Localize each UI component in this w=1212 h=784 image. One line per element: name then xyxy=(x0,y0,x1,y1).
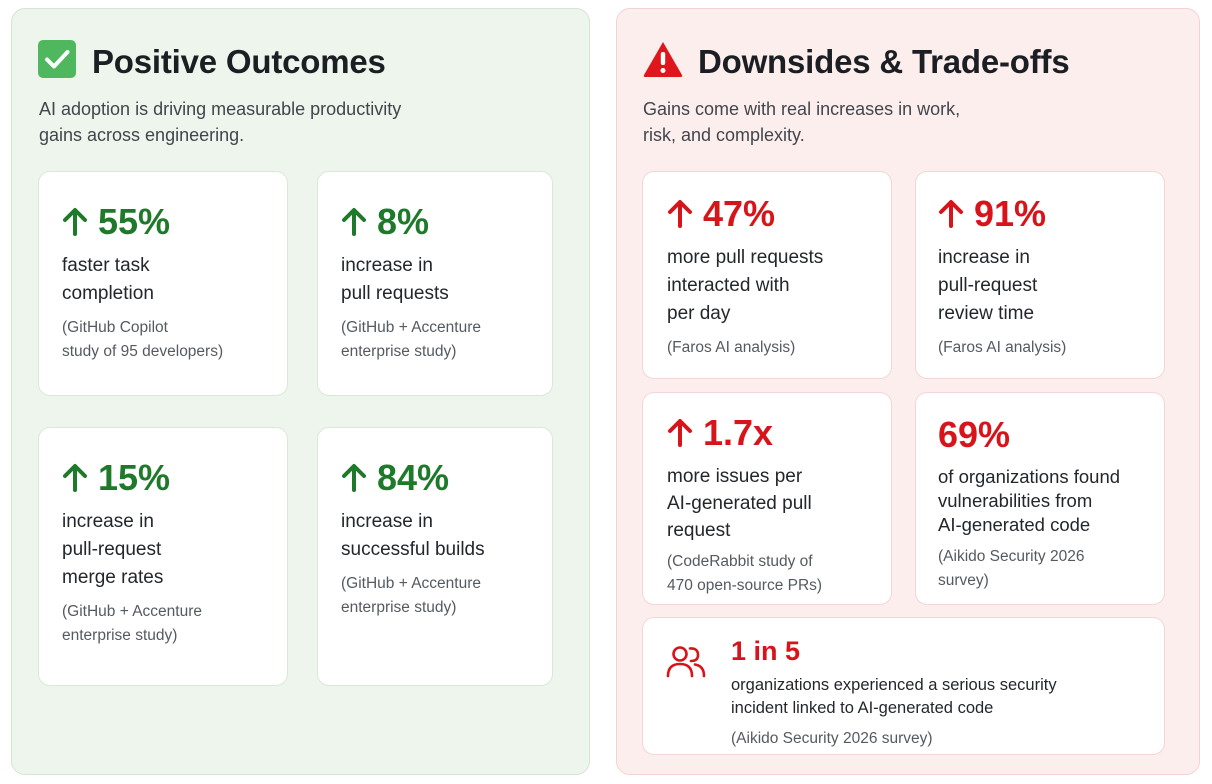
arrow-up-icon xyxy=(63,464,87,492)
people-icon xyxy=(665,644,707,685)
arrow-up-icon xyxy=(939,200,963,228)
stat-source: (GitHub + Accenture enterprise study) xyxy=(341,319,481,360)
arrow-up-icon xyxy=(63,208,87,236)
stat-metric: 8% xyxy=(341,202,481,242)
stat-card-task-completion: 55% faster task completion (GitHub Copil… xyxy=(38,171,288,396)
stat-source: (Aikido Security 2026 survey) xyxy=(938,548,1085,589)
stat-description: increase in successful builds xyxy=(341,511,485,560)
stat-description: increase in pull-request review time xyxy=(938,247,1038,324)
positive-outcomes-subtitle: AI adoption is driving measurable produc… xyxy=(39,99,402,145)
stat-source: (Faros AI analysis) xyxy=(667,339,796,356)
stat-metric: 91% xyxy=(938,194,1066,234)
stat-description: organizations experienced a serious secu… xyxy=(731,676,1057,717)
downsides-subtitle: Gains come with real increases in work, … xyxy=(643,99,961,145)
stat-metric: 84% xyxy=(341,458,485,498)
stat-source: (GitHub Copilot study of 95 developers) xyxy=(62,319,224,360)
stat-description: increase in pull-request merge rates xyxy=(62,511,164,588)
downsides-header: Downsides & Trade-offs xyxy=(642,40,1070,83)
stat-card-merge-rates: 15% increase in pull-request merge rates… xyxy=(38,427,288,686)
arrow-up-icon xyxy=(668,200,692,228)
stat-source: (CodeRabbit study of 470 open-source PRs… xyxy=(667,553,823,594)
stat-description: more pull requests interacted with per d… xyxy=(667,247,824,324)
stat-description: of organizations found vulnerabilities f… xyxy=(938,466,1121,535)
stat-description: more issues per AI-generated pull reques… xyxy=(667,466,812,541)
stat-metric: 69% xyxy=(938,414,1011,455)
warning-triangle-icon xyxy=(642,40,684,83)
arrow-up-icon xyxy=(342,208,366,236)
stat-source: (GitHub + Accenture enterprise study) xyxy=(341,575,481,616)
stat-metric: 47% xyxy=(667,194,823,234)
check-box-icon xyxy=(38,40,76,83)
stat-card-pull-requests: 8% increase in pull requests (GitHub + A… xyxy=(317,171,553,396)
stat-source: (GitHub + Accenture enterprise study) xyxy=(62,603,202,644)
stat-card-issues-per-pr: 1.7x more issues per AI-generated pull r… xyxy=(642,392,892,605)
stat-card-pr-interactions: 47% more pull requests interacted with p… xyxy=(642,171,892,379)
stat-source: (Aikido Security 2026 survey) xyxy=(731,730,933,747)
stat-metric: 55% xyxy=(62,202,223,242)
stat-card-vulnerabilities: 69% of organizations found vulnerabiliti… xyxy=(915,392,1165,605)
stat-metric: 1 in 5 xyxy=(731,636,801,666)
stat-card-successful-builds: 84% increase in successful builds (GitHu… xyxy=(317,427,553,686)
arrow-up-icon xyxy=(342,464,366,492)
stat-description: faster task completion xyxy=(62,255,154,304)
stat-source: (Faros AI analysis) xyxy=(938,339,1067,356)
stat-description: increase in pull requests xyxy=(341,255,449,304)
stat-card-review-time: 91% increase in pull-request review time… xyxy=(915,171,1165,379)
stat-metric: 15% xyxy=(62,458,202,498)
downsides-title: Downsides & Trade-offs xyxy=(698,42,1070,80)
stat-metric: 1.7x xyxy=(667,413,822,453)
stat-card-security-incidents: 1 in 5 organizations experienced a serio… xyxy=(642,617,1165,755)
positive-outcomes-title: Positive Outcomes xyxy=(92,42,386,80)
arrow-up-icon xyxy=(668,419,692,447)
positive-outcomes-header: Positive Outcomes xyxy=(38,40,386,83)
